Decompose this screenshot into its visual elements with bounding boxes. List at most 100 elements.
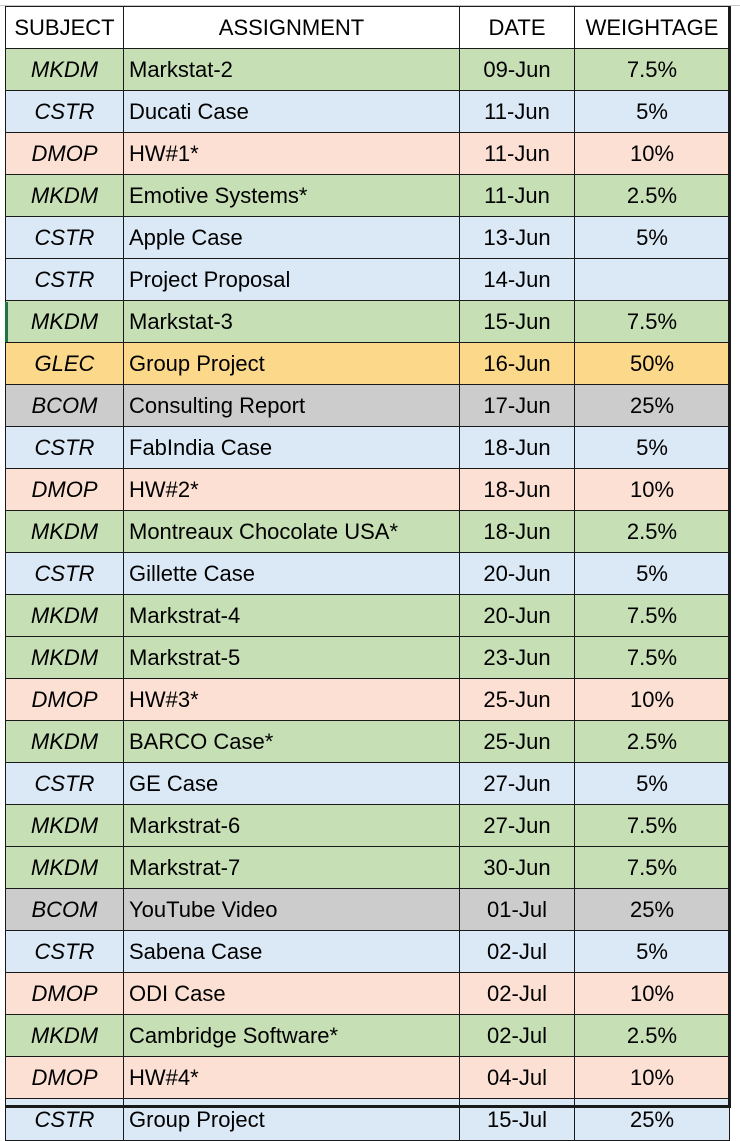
- subject-cell[interactable]: DMOP: [5, 678, 124, 721]
- subject-cell[interactable]: DMOP: [5, 468, 124, 511]
- assignment-cell[interactable]: ODI Case: [123, 972, 460, 1015]
- weightage-cell[interactable]: 50%: [574, 342, 730, 385]
- subject-cell[interactable]: MKDM: [5, 846, 124, 889]
- assignment-cell[interactable]: HW#1*: [123, 132, 460, 175]
- date-cell[interactable]: 27-Jun: [459, 804, 575, 847]
- subject-cell[interactable]: CSTR: [5, 930, 124, 973]
- date-cell[interactable]: 14-Jun: [459, 258, 575, 301]
- date-cell[interactable]: 18-Jun: [459, 426, 575, 469]
- weightage-cell[interactable]: 7.5%: [574, 594, 730, 637]
- assignment-cell[interactable]: Montreaux Chocolate USA*: [123, 510, 460, 553]
- subject-cell[interactable]: MKDM: [5, 48, 124, 91]
- weightage-cell[interactable]: [574, 258, 730, 301]
- assignment-cell[interactable]: HW#4*: [123, 1056, 460, 1099]
- subject-cell[interactable]: MKDM: [5, 300, 124, 343]
- date-cell[interactable]: 02-Jul: [459, 972, 575, 1015]
- weightage-cell[interactable]: 2.5%: [574, 1014, 730, 1057]
- date-cell[interactable]: 09-Jun: [459, 48, 575, 91]
- assignment-cell[interactable]: Markstat-2: [123, 48, 460, 91]
- assignment-cell[interactable]: YouTube Video: [123, 888, 460, 931]
- weightage-cell[interactable]: 10%: [574, 678, 730, 721]
- weightage-cell[interactable]: 10%: [574, 468, 730, 511]
- date-cell[interactable]: 25-Jun: [459, 678, 575, 721]
- weightage-cell[interactable]: 5%: [574, 552, 730, 595]
- date-cell[interactable]: 23-Jun: [459, 636, 575, 679]
- assignment-cell[interactable]: Project Proposal: [123, 258, 460, 301]
- date-cell[interactable]: 20-Jun: [459, 552, 575, 595]
- subject-cell[interactable]: BCOM: [5, 384, 124, 427]
- header-subject[interactable]: SUBJECT: [5, 6, 124, 49]
- subject-cell[interactable]: MKDM: [5, 1014, 124, 1057]
- subject-cell[interactable]: MKDM: [5, 720, 124, 763]
- assignment-cell[interactable]: Consulting Report: [123, 384, 460, 427]
- subject-cell[interactable]: MKDM: [5, 804, 124, 847]
- weightage-cell[interactable]: 2.5%: [574, 720, 730, 763]
- weightage-cell[interactable]: 25%: [574, 384, 730, 427]
- subject-cell[interactable]: CSTR: [5, 426, 124, 469]
- date-cell[interactable]: 27-Jun: [459, 762, 575, 805]
- subject-cell[interactable]: DMOP: [5, 972, 124, 1015]
- weightage-cell[interactable]: 2.5%: [574, 510, 730, 553]
- weightage-cell[interactable]: 2.5%: [574, 174, 730, 217]
- assignment-cell[interactable]: Cambridge Software*: [123, 1014, 460, 1057]
- assignment-cell[interactable]: HW#3*: [123, 678, 460, 721]
- assignment-cell[interactable]: Apple Case: [123, 216, 460, 259]
- date-cell[interactable]: 16-Jun: [459, 342, 575, 385]
- date-cell[interactable]: 18-Jun: [459, 510, 575, 553]
- assignment-cell[interactable]: Ducati Case: [123, 90, 460, 133]
- date-cell[interactable]: 18-Jun: [459, 468, 575, 511]
- assignment-cell[interactable]: Markstrat-4: [123, 594, 460, 637]
- header-date[interactable]: DATE: [459, 6, 575, 49]
- date-cell[interactable]: 02-Jul: [459, 1014, 575, 1057]
- weightage-cell[interactable]: 5%: [574, 90, 730, 133]
- date-cell[interactable]: 20-Jun: [459, 594, 575, 637]
- assignment-cell[interactable]: FabIndia Case: [123, 426, 460, 469]
- date-cell[interactable]: 13-Jun: [459, 216, 575, 259]
- assignment-cell[interactable]: BARCO Case*: [123, 720, 460, 763]
- assignment-cell[interactable]: GE Case: [123, 762, 460, 805]
- weightage-cell[interactable]: 5%: [574, 930, 730, 973]
- date-cell[interactable]: 11-Jun: [459, 132, 575, 175]
- header-assignment[interactable]: ASSIGNMENT: [123, 6, 460, 49]
- subject-cell[interactable]: BCOM: [5, 888, 124, 931]
- date-cell[interactable]: 02-Jul: [459, 930, 575, 973]
- weightage-cell[interactable]: 5%: [574, 216, 730, 259]
- assignment-cell[interactable]: Sabena Case: [123, 930, 460, 973]
- subject-cell[interactable]: MKDM: [5, 510, 124, 553]
- weightage-cell[interactable]: 7.5%: [574, 804, 730, 847]
- assignment-cell[interactable]: Group Project: [123, 342, 460, 385]
- assignment-cell[interactable]: Markstrat-7: [123, 846, 460, 889]
- weightage-cell[interactable]: 7.5%: [574, 48, 730, 91]
- subject-cell[interactable]: GLEC: [5, 342, 124, 385]
- assignment-cell[interactable]: Markstrat-5: [123, 636, 460, 679]
- subject-cell[interactable]: CSTR: [5, 90, 124, 133]
- subject-cell[interactable]: CSTR: [5, 762, 124, 805]
- date-cell[interactable]: 30-Jun: [459, 846, 575, 889]
- weightage-cell[interactable]: 5%: [574, 762, 730, 805]
- date-cell[interactable]: 25-Jun: [459, 720, 575, 763]
- weightage-cell[interactable]: 10%: [574, 1056, 730, 1099]
- subject-cell[interactable]: CSTR: [5, 552, 124, 595]
- subject-cell[interactable]: CSTR: [5, 216, 124, 259]
- subject-cell[interactable]: MKDM: [5, 594, 124, 637]
- assignment-cell[interactable]: HW#2*: [123, 468, 460, 511]
- weightage-cell[interactable]: 7.5%: [574, 300, 730, 343]
- weightage-cell[interactable]: 10%: [574, 972, 730, 1015]
- assignment-cell[interactable]: Markstat-3: [123, 300, 460, 343]
- date-cell[interactable]: 15-Jun: [459, 300, 575, 343]
- subject-cell[interactable]: MKDM: [5, 174, 124, 217]
- subject-cell[interactable]: CSTR: [5, 258, 124, 301]
- weightage-cell[interactable]: 7.5%: [574, 846, 730, 889]
- date-cell[interactable]: 17-Jun: [459, 384, 575, 427]
- weightage-cell[interactable]: 7.5%: [574, 636, 730, 679]
- weightage-cell[interactable]: 5%: [574, 426, 730, 469]
- header-weightage[interactable]: WEIGHTAGE: [574, 6, 730, 49]
- subject-cell[interactable]: MKDM: [5, 636, 124, 679]
- subject-cell[interactable]: DMOP: [5, 1056, 124, 1099]
- date-cell[interactable]: 01-Jul: [459, 888, 575, 931]
- date-cell[interactable]: 11-Jun: [459, 90, 575, 133]
- assignment-cell[interactable]: Emotive Systems*: [123, 174, 460, 217]
- date-cell[interactable]: 04-Jul: [459, 1056, 575, 1099]
- assignment-cell[interactable]: Gillette Case: [123, 552, 460, 595]
- assignment-cell[interactable]: Markstrat-6: [123, 804, 460, 847]
